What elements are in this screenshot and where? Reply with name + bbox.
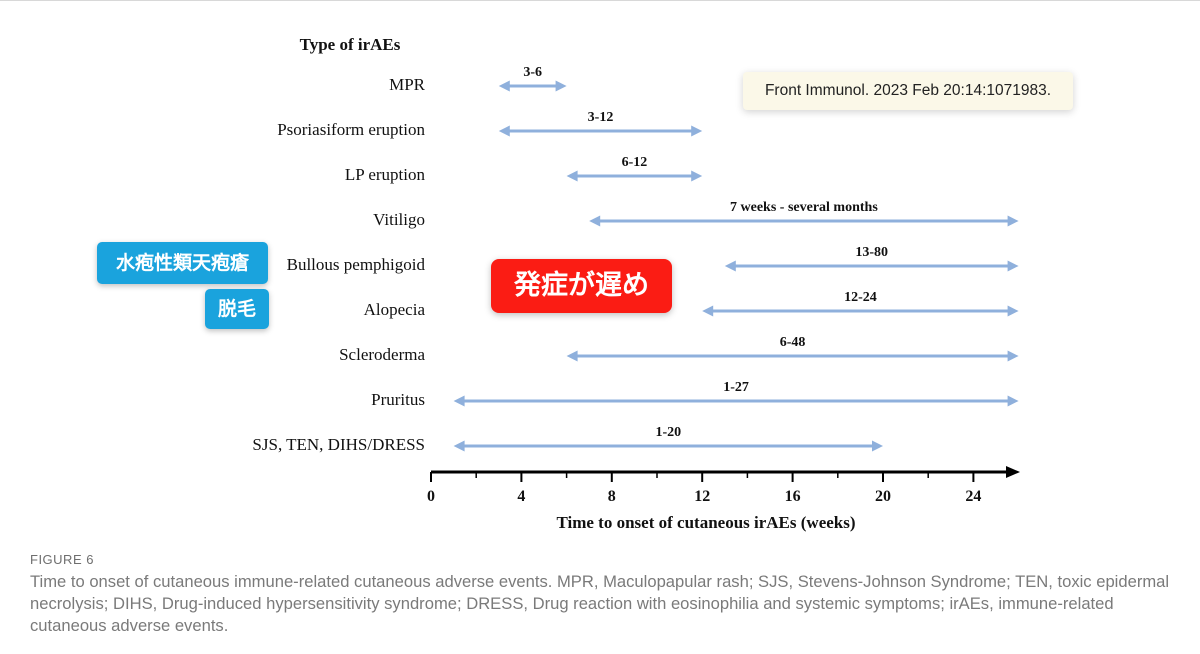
range-arrow-head-left [453, 440, 465, 452]
x-axis-label: Time to onset of cutaneous irAEs (weeks) [556, 513, 855, 532]
range-label: 3-12 [588, 110, 614, 125]
category-label: Pruritus [371, 390, 425, 409]
range-label: 6-48 [780, 335, 806, 350]
category-label: LP eruption [345, 165, 426, 184]
range-label: 7 weeks - several months [730, 200, 878, 215]
onset-range-chart: Type of irAEs MPR 3-6 Psoriasiform eruption… [252, 35, 1020, 532]
range-label: 3-6 [523, 65, 542, 80]
range-arrow-head-left [566, 350, 578, 362]
range-arrow-head-left [724, 260, 736, 272]
x-tick-label: 0 [427, 488, 435, 505]
late-onset-tag: 発症が遅め [491, 259, 672, 313]
range-label: 12-24 [844, 290, 877, 305]
x-tick-label: 4 [517, 488, 525, 505]
figure-caption: Time to onset of cutaneous immune-relate… [30, 572, 1170, 635]
range-arrow-head-left [589, 215, 601, 227]
range-arrow-head-right [1007, 305, 1019, 317]
x-tick-label: 20 [875, 488, 891, 505]
x-tick-label: 24 [965, 488, 981, 505]
range-arrow-head-left [498, 125, 510, 137]
range-arrow-head-left [702, 305, 714, 317]
range-arrow-head-right [1007, 395, 1019, 407]
figure-label: FIGURE 6 [30, 552, 94, 567]
range-label: 13-80 [855, 245, 888, 260]
figure-panel: Type of irAEs MPR 3-6 Psoriasiform eruption… [0, 0, 1200, 532]
range-label: 1-20 [655, 425, 681, 440]
range-arrow-head-right [872, 440, 883, 452]
category-label: Psoriasiform eruption [277, 120, 425, 139]
range-arrow-head-right [555, 80, 567, 92]
range-arrow-head-right [1007, 350, 1019, 362]
x-tick-label: 8 [608, 488, 616, 505]
range-label: 1-27 [723, 380, 749, 395]
range-arrow-head-left [453, 395, 465, 407]
citation-note: Front Immunol. 2023 Feb 20:14:1071983. [743, 72, 1073, 110]
x-axis-arrow [1006, 466, 1020, 478]
x-tick-label: 12 [694, 488, 710, 505]
category-label: MPR [389, 75, 426, 94]
range-arrow-head-right [1007, 260, 1019, 272]
category-label: SJS, TEN, DIHS/DRESS [252, 435, 425, 454]
chart-title: Type of irAEs [300, 35, 401, 54]
category-label: Bullous pemphigoid [287, 255, 426, 274]
category-label: Scleroderma [339, 345, 425, 364]
range-label: 6-12 [622, 155, 648, 170]
range-arrow-head-right [691, 125, 703, 137]
alopecia-jp-tag: 脱毛 [205, 289, 269, 329]
category-label: Vitiligo [373, 210, 425, 229]
range-arrow-head-right [1007, 215, 1019, 227]
range-arrow-head-left [498, 80, 510, 92]
range-arrow-head-left [566, 170, 578, 182]
x-tick-label: 16 [785, 488, 801, 505]
category-label: Alopecia [364, 300, 426, 319]
range-arrow-head-right [691, 170, 703, 182]
bullous-pemphigoid-jp-tag: 水疱性類天疱瘡 [97, 242, 268, 284]
